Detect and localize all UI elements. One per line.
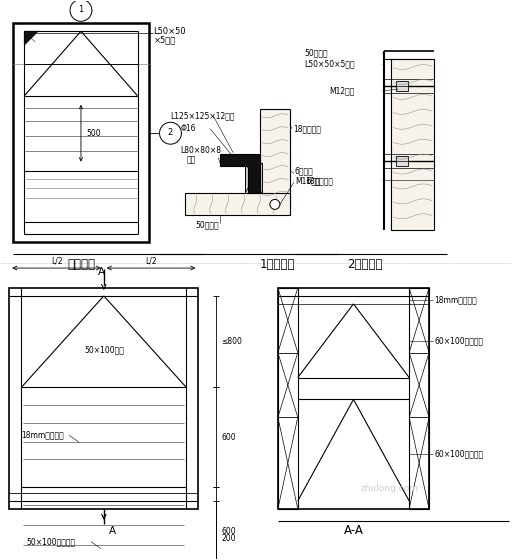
Text: ×5角钢: ×5角钢 xyxy=(153,36,176,45)
Text: 60×100木方横撑: 60×100木方横撑 xyxy=(434,336,483,345)
Bar xyxy=(185,193,290,216)
Bar xyxy=(13,24,149,242)
Polygon shape xyxy=(24,31,38,45)
Text: M12螺栓: M12螺栓 xyxy=(329,86,355,95)
Text: 50×100斜撑: 50×100斜撑 xyxy=(84,345,124,354)
Text: 门洞套模: 门洞套模 xyxy=(67,258,95,270)
Text: 2: 2 xyxy=(168,128,173,137)
Text: M16螺栓: M16螺栓 xyxy=(295,176,320,185)
Bar xyxy=(9,288,199,509)
Text: 50×100木方横撑: 50×100木方横撑 xyxy=(26,537,75,546)
Text: 18mm厚多层板: 18mm厚多层板 xyxy=(434,296,477,305)
Text: 200: 200 xyxy=(221,534,235,543)
Text: ≤800: ≤800 xyxy=(221,337,242,346)
Text: A: A xyxy=(109,526,116,536)
Text: 18厚多层板: 18厚多层板 xyxy=(293,124,321,133)
Text: 2节点大样: 2节点大样 xyxy=(347,258,382,270)
Text: zhulong.com: zhulong.com xyxy=(360,484,418,493)
Circle shape xyxy=(270,199,280,209)
Bar xyxy=(409,288,429,509)
Circle shape xyxy=(70,0,92,21)
Text: A: A xyxy=(98,267,105,277)
Bar xyxy=(391,59,434,230)
Bar xyxy=(278,288,429,509)
Bar xyxy=(396,81,408,91)
Text: A-A: A-A xyxy=(344,524,363,537)
Text: 500: 500 xyxy=(86,129,101,138)
Text: 50厚木板: 50厚木板 xyxy=(305,49,328,58)
Text: 6厚钢板: 6厚钢板 xyxy=(295,166,313,175)
Polygon shape xyxy=(220,153,260,193)
Text: L/2: L/2 xyxy=(51,256,63,265)
Text: L50×50×5角钢: L50×50×5角钢 xyxy=(305,59,356,68)
Text: 18mm厚多层板: 18mm厚多层板 xyxy=(21,431,64,440)
Text: L125×125×12角钢: L125×125×12角钢 xyxy=(170,111,235,120)
Text: 18厚多层板: 18厚多层板 xyxy=(305,176,333,185)
Text: L/2: L/2 xyxy=(145,256,157,265)
Text: 1: 1 xyxy=(78,5,84,14)
Bar xyxy=(245,162,262,193)
Text: 600: 600 xyxy=(221,528,236,536)
Text: L50×50: L50×50 xyxy=(153,27,186,36)
Text: 50厚木板: 50厚木板 xyxy=(195,221,219,230)
Text: 1节点大样: 1节点大样 xyxy=(260,258,295,270)
Circle shape xyxy=(160,122,182,144)
Text: Φ16: Φ16 xyxy=(181,124,196,133)
Bar xyxy=(278,288,298,509)
Text: 600: 600 xyxy=(221,433,236,442)
Text: 60×100木方横撑: 60×100木方横撑 xyxy=(434,450,483,459)
Text: 角钢: 角钢 xyxy=(186,155,195,164)
Text: L80×80×8: L80×80×8 xyxy=(181,146,222,155)
Bar xyxy=(396,156,408,166)
Bar xyxy=(260,109,290,208)
